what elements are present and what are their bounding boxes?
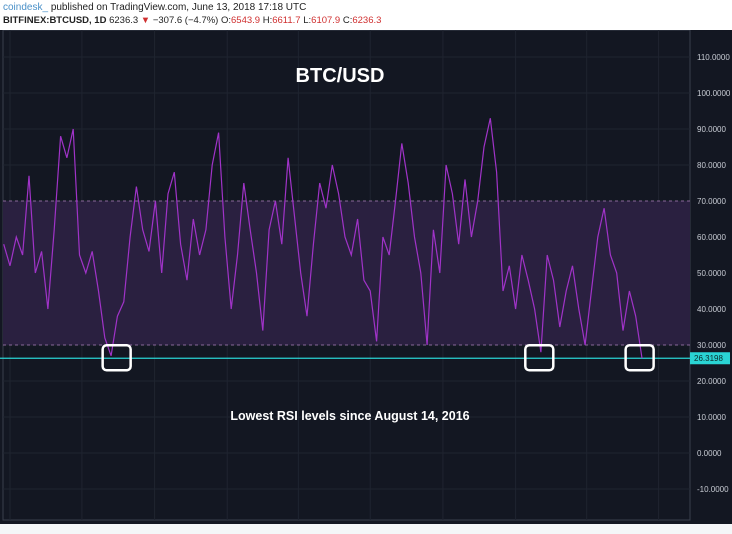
highlight-box: [524, 343, 555, 372]
high-label: H:: [262, 15, 273, 26]
x-tick-label: Apr: [580, 523, 593, 524]
highlight-box: [624, 343, 655, 372]
price-label-box: [690, 352, 730, 365]
down-arrow-icon: ▼: [140, 15, 151, 26]
y-tick-label: 90.0000: [697, 125, 726, 134]
last-price: 6236.3: [109, 15, 139, 26]
open-label: O:: [220, 15, 232, 26]
price-change: −307.6 (−4.7%): [152, 15, 219, 26]
y-tick-label: 100.0000: [697, 89, 731, 98]
low-label: L:: [303, 15, 312, 26]
x-tick-label: Jul: [365, 523, 375, 524]
close-label: C:: [342, 15, 353, 26]
close-value: 6236.3: [352, 15, 382, 26]
x-tick-label: Jul: [77, 523, 87, 524]
y-tick-label: -10.0000: [697, 485, 729, 494]
x-tick-label: Oct: [148, 523, 161, 524]
high-value: 6611.7: [272, 15, 301, 26]
y-tick-label: 50.0000: [697, 269, 726, 278]
low-value: 6107.9: [311, 15, 341, 26]
y-tick-label: 70.0000: [697, 197, 726, 206]
rsi-line: [3, 118, 643, 359]
x-tick-label: Oct: [437, 523, 450, 524]
x-tick-label: Apr: [4, 523, 17, 524]
x-tick-label: 2017: [218, 523, 236, 524]
y-tick-label: 10.0000: [697, 413, 726, 422]
ohlc-legend: BITFINEX:BTCUSD, 1D 6236.3 ▼ −307.6 (−4.…: [3, 15, 381, 26]
open-value: 6543.9: [231, 15, 261, 26]
price-label: 26.3198: [694, 354, 723, 363]
symbol: BITFINEX:BTCUSD, 1D: [3, 15, 107, 26]
highlight-box: [101, 343, 132, 372]
rsi-chart[interactable]: 110.0000 100.0000 90.0000 80.0000 70.0000 60.…: [0, 30, 732, 524]
y-tick-label: 30.0000: [697, 341, 726, 350]
chart-header: coindesk_ published on TradingView.com, …: [0, 0, 732, 30]
x-tick-label: Apr: [292, 523, 305, 524]
y-tick-label: 40.0000: [697, 305, 726, 314]
y-tick-label: 110.0000: [697, 53, 730, 62]
published-text: published on TradingView.com, June 13, 2…: [50, 2, 307, 13]
y-tick-label: 20.0000: [697, 377, 726, 386]
rsi-band: [3, 201, 690, 345]
x-tick-label: 2018: [507, 523, 525, 524]
y-tick-label: 60.0000: [697, 233, 726, 242]
x-tick-label: Jul: [653, 523, 663, 524]
chart-title: BTC/USD: [296, 65, 385, 87]
y-tick-label: 0.0000: [697, 449, 722, 458]
author-link[interactable]: coindesk_: [3, 2, 49, 13]
y-tick-label: 80.0000: [697, 161, 726, 170]
chart-annotation: Lowest RSI levels since August 14, 2016: [230, 409, 469, 423]
